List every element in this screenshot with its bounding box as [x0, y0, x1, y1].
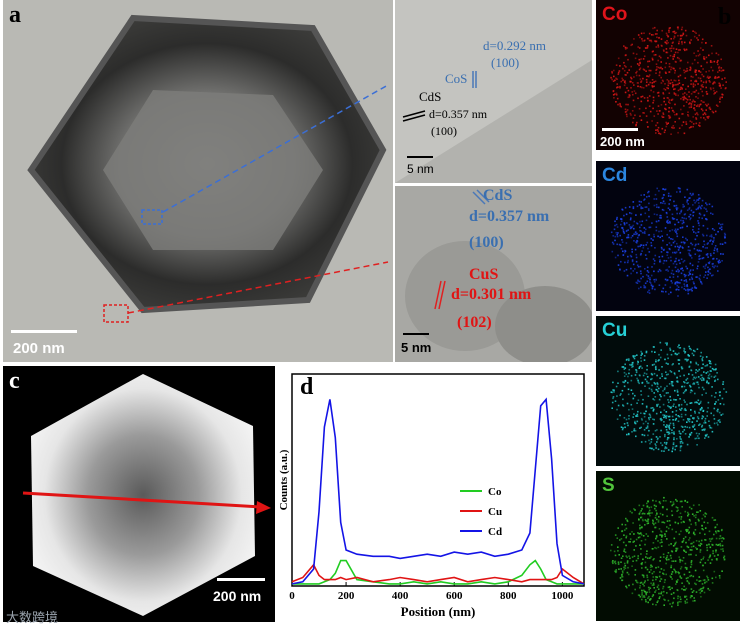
- chart-plot-frame: [291, 373, 585, 587]
- cds-d-spacing-top: d=0.357 nm: [429, 107, 488, 121]
- scale-bar-c: [217, 578, 265, 581]
- x-tick-label: 400: [392, 590, 409, 602]
- panel-c: c 200 nm: [3, 366, 275, 622]
- panel-letter-a: a: [9, 2, 21, 28]
- scale-bar-label-c: 200 nm: [213, 588, 262, 604]
- panel-d: 0 200 400 600 800 1000 Position (nm) Counts (a.…: [278, 366, 594, 622]
- x-tick-label: 800: [500, 590, 517, 602]
- eds-map-cd: Cd: [596, 161, 740, 311]
- scale-bar-hrtem-bottom: [403, 333, 429, 335]
- y-axis-label: Counts (a.u.): [278, 449, 290, 510]
- eds-element-label: Cu: [602, 320, 628, 341]
- panel-b: Co 200 nm Cd Cu S: [596, 0, 740, 622]
- panel-letter-d: d: [300, 374, 314, 400]
- x-tick-label: 600: [446, 590, 463, 602]
- eds-element-label: S: [602, 475, 615, 496]
- legend-label-cu: Cu: [488, 506, 502, 518]
- legend-label-co: Co: [488, 486, 502, 498]
- scale-bar-hrtem-top: [407, 156, 433, 158]
- eds-element-label: Co: [602, 4, 628, 25]
- tem-particle-image: [27, 14, 389, 323]
- cds-miller-index-top: (100): [431, 124, 457, 138]
- eds-map-image: [610, 187, 727, 297]
- cus-d-spacing: d=0.301 nm: [451, 286, 532, 303]
- cus-miller-index: (102): [457, 314, 492, 331]
- cds-label-top: CdS: [419, 89, 442, 104]
- x-tick-label: 200: [338, 590, 355, 602]
- series-line-cu: [291, 563, 585, 585]
- series-line-cd: [291, 397, 585, 585]
- x-tick-label: 1000: [551, 590, 574, 602]
- scale-bar-label-a: 200 nm: [13, 340, 65, 357]
- panel-a: a 200 nm: [3, 0, 393, 362]
- hrtem-bottom-panel: CdS d=0.357 nm (100) CuS d=0.301 nm (102…: [395, 186, 592, 362]
- legend-label-cd: Cd: [488, 526, 502, 538]
- panel-letter-c: c: [9, 368, 20, 394]
- cos-d-spacing: d=0.292 nm: [483, 38, 546, 53]
- scale-bar-label-hrtem-bottom: 5 nm: [401, 340, 432, 355]
- scale-bar-b: [602, 128, 638, 131]
- scale-bar-label-b: 200 nm: [600, 134, 645, 149]
- eds-map-image: [610, 26, 727, 135]
- scale-bar-label-hrtem-top: 5 nm: [407, 162, 434, 176]
- hrtem-top-panel: d=0.292 nm (100) CoS CdS d=0.357 nm (100…: [395, 0, 592, 183]
- watermark-text: 大数跨境: [6, 611, 59, 626]
- eds-map-co: Co 200 nm: [596, 0, 740, 150]
- x-tick-label: 0: [289, 590, 295, 602]
- selected-region-red: [103, 304, 129, 323]
- line-profile-chart: 0 200 400 600 800 1000 Position (nm) Counts (a.…: [278, 373, 585, 619]
- eds-map-image: [610, 496, 726, 608]
- cds-miller-index-bottom: (100): [469, 234, 504, 251]
- haadf-particle-image: [22, 374, 271, 616]
- cos-miller-index: (100): [491, 55, 520, 70]
- eds-element-label: Cd: [602, 165, 628, 186]
- eds-map-image: [610, 341, 728, 453]
- eds-map-cu: Cu: [596, 316, 740, 466]
- scale-bar-a: [11, 330, 77, 333]
- cds-d-spacing-bottom: d=0.357 nm: [469, 208, 550, 225]
- panel-letter-b: b: [718, 4, 732, 30]
- x-axis-label: Position (nm): [401, 604, 476, 619]
- eds-map-s: S: [596, 471, 740, 621]
- cds-label-bottom: CdS: [483, 187, 513, 204]
- cos-label: CoS: [445, 71, 468, 86]
- cus-label: CuS: [469, 266, 499, 283]
- selected-region-blue: [141, 209, 163, 225]
